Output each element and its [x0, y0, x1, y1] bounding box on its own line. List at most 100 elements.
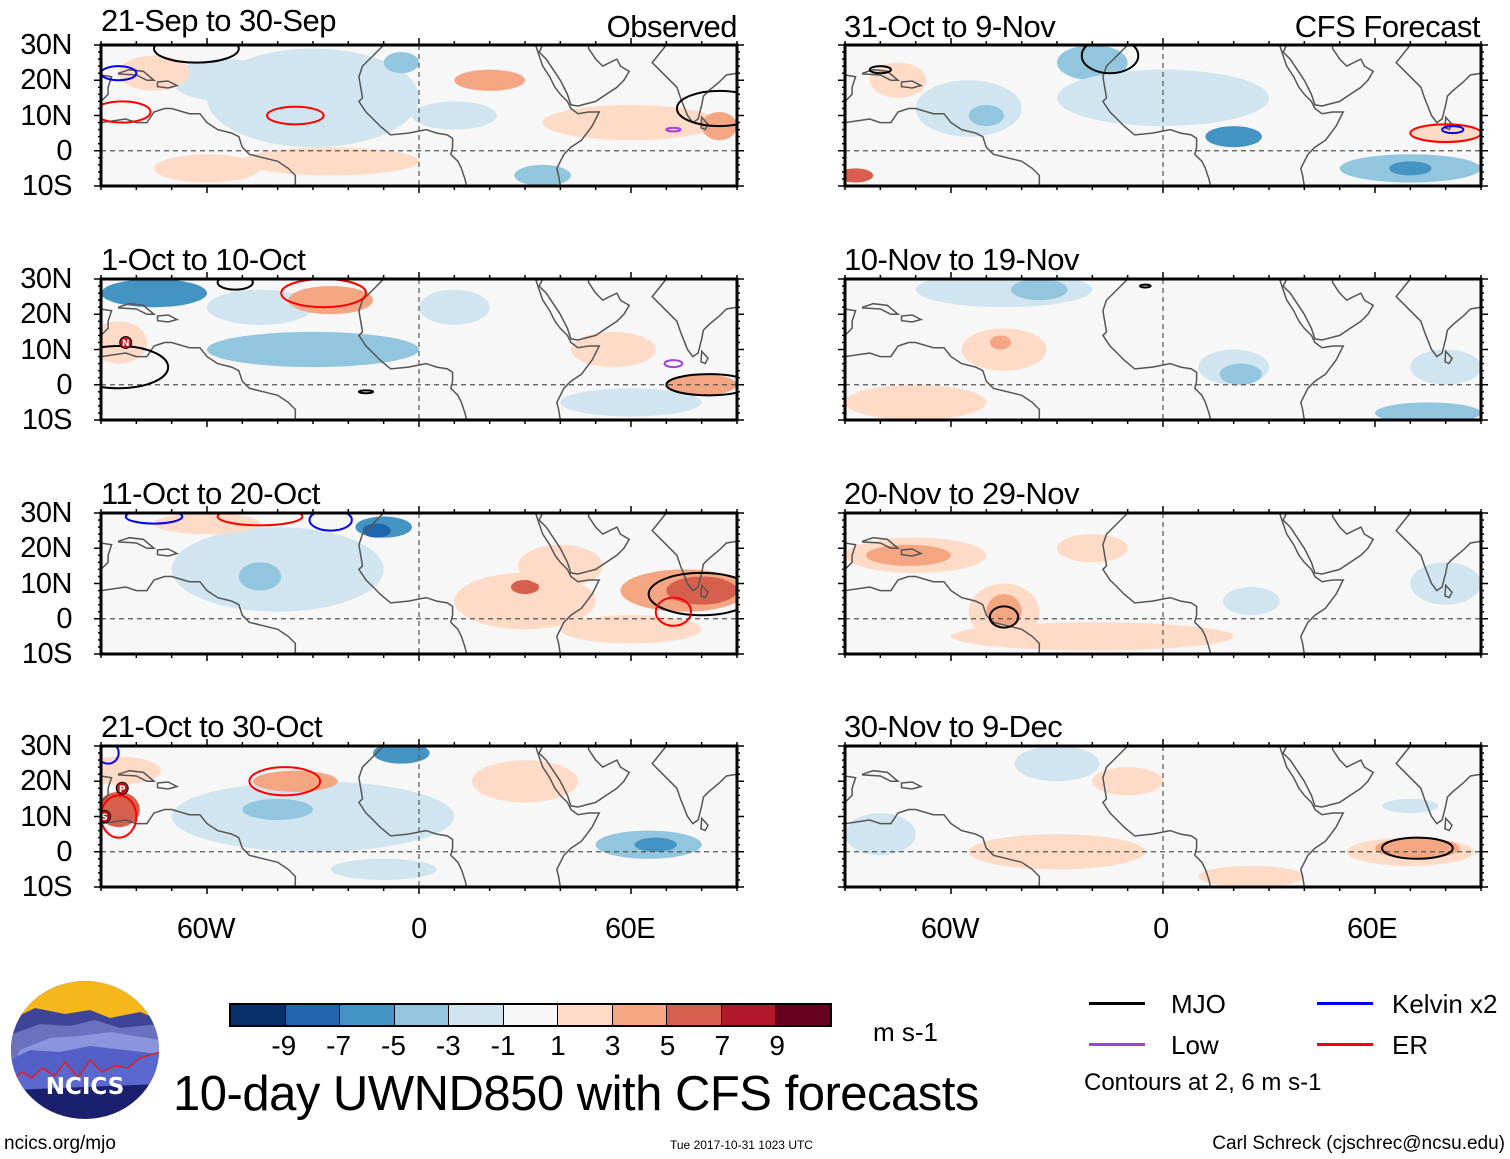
anomaly-region: [961, 328, 1047, 371]
legend-line-kelvin: [1317, 1002, 1373, 1005]
anomaly-region: [570, 331, 656, 368]
legend-label-er: ER: [1392, 1030, 1429, 1060]
map-panel-fcst-4: [838, 739, 1488, 894]
coastline: [700, 349, 709, 365]
anomaly-region: [101, 279, 207, 308]
lon-label-60e-left: 60E: [604, 913, 656, 945]
anomaly-region: [1219, 363, 1262, 385]
footer-url[interactable]: ncics.org/mjo: [4, 1133, 116, 1154]
coastline: [1395, 513, 1481, 592]
coastline: [651, 746, 737, 825]
coastline: [156, 314, 180, 323]
anomaly-region: [1375, 402, 1481, 420]
map-svg: [838, 506, 1488, 661]
coastline: [1101, 45, 1345, 186]
coastline: [861, 536, 901, 550]
legend-line-mjo: [1089, 1002, 1145, 1005]
anomaly-region: [666, 374, 737, 396]
anomaly-region: [1410, 349, 1481, 385]
er-contour: [266, 105, 325, 126]
anomaly-region: [1410, 562, 1481, 605]
lat-label: 20N: [20, 765, 72, 798]
lat-label: 0: [56, 602, 72, 635]
axis-ticks: [94, 272, 744, 427]
coastline: [101, 542, 113, 571]
kelvin-contour: [101, 746, 120, 765]
footer-timestamp: Tue 2017-10-31 1023 UTC: [670, 1138, 813, 1152]
anomaly-region: [252, 770, 338, 792]
colorbar-swatch: [394, 1005, 450, 1025]
axis-ticks: [838, 739, 1488, 894]
axis-ticks: [94, 506, 744, 661]
mjo-contour: [216, 279, 254, 291]
footer-credit: Carl Schreck (cjschrec@ncsu.edu): [1212, 1133, 1505, 1154]
anomaly-region: [1389, 161, 1432, 176]
axis-ticks: [838, 272, 1488, 427]
coastline: [861, 769, 901, 783]
coastline: [845, 308, 857, 337]
coastline: [1101, 513, 1345, 654]
coastline: [357, 45, 601, 186]
anomaly-region: [1092, 767, 1163, 796]
country-borders: [845, 513, 1481, 654]
country-borders: [101, 45, 737, 186]
storm-marker: P: [115, 781, 129, 795]
mjo-contour: [153, 45, 240, 64]
forecast-column-label: CFS Forecast: [1294, 9, 1481, 44]
wave-contours: [101, 279, 737, 397]
anomaly-region: [454, 69, 525, 91]
coastline: [538, 279, 631, 341]
colorbar-unit: m s-1: [873, 1017, 938, 1047]
anomaly-region: [845, 168, 874, 183]
lat-label: 0: [56, 134, 72, 167]
country-borders: [845, 746, 1481, 887]
anomaly-fills: [154, 513, 737, 644]
anomaly-region: [634, 837, 677, 852]
coastline: [1282, 45, 1375, 107]
panel-title-fcst-4: 30-Nov to 9-Dec: [844, 709, 1063, 744]
mjo-contour: [868, 65, 892, 75]
wave-contours: [1139, 283, 1152, 289]
wave-contours: [988, 605, 1020, 629]
coastline: [117, 68, 157, 82]
anomaly-region: [1375, 837, 1460, 859]
coastline: [156, 548, 180, 557]
anomaly-region: [1057, 534, 1128, 563]
colorbar-swatch: [721, 1005, 777, 1025]
coastline: [101, 575, 297, 654]
axis-ticks: [838, 506, 1488, 661]
coastline: [845, 775, 857, 804]
panel-title-obs-4: 21-Oct to 30-Oct: [101, 709, 323, 744]
coastline: [1395, 279, 1481, 358]
anomaly-region: [560, 615, 702, 644]
mjo-contour: [988, 605, 1020, 629]
panel-title-obs-3: 11-Oct to 20-Oct: [101, 476, 320, 511]
anomaly-region: [154, 513, 260, 535]
colorbar-swatch: [558, 1005, 613, 1025]
er-contour: [248, 766, 322, 797]
coastline: [101, 808, 297, 887]
coastline: [900, 314, 924, 323]
anomaly-region: [207, 289, 313, 325]
anomaly-region: [238, 562, 282, 591]
er-contour: [216, 513, 304, 527]
kelvin-contour: [1441, 125, 1465, 135]
kelvin-contour: [308, 513, 353, 532]
coastline: [845, 575, 1041, 654]
coastline: [117, 302, 157, 316]
anomaly-region: [171, 59, 278, 102]
ncics-logo[interactable]: NCICS: [10, 980, 160, 1120]
axis-ticks: [94, 38, 744, 193]
anomaly-region: [951, 622, 1234, 651]
legend-label-mjo: MJO: [1171, 989, 1226, 1019]
er-contour: [280, 279, 367, 309]
colorbar-tick-label: 5: [659, 1030, 676, 1061]
map-svg: [94, 506, 744, 661]
anomaly-region: [1198, 865, 1305, 887]
colorbar-swatch: [231, 1005, 286, 1025]
anomaly-region: [373, 746, 430, 764]
colorbar-tick-label: -9: [271, 1030, 297, 1061]
mjo-contour: [665, 373, 737, 397]
coastline: [538, 746, 631, 808]
lon-label-60e-right: 60E: [1346, 913, 1398, 945]
